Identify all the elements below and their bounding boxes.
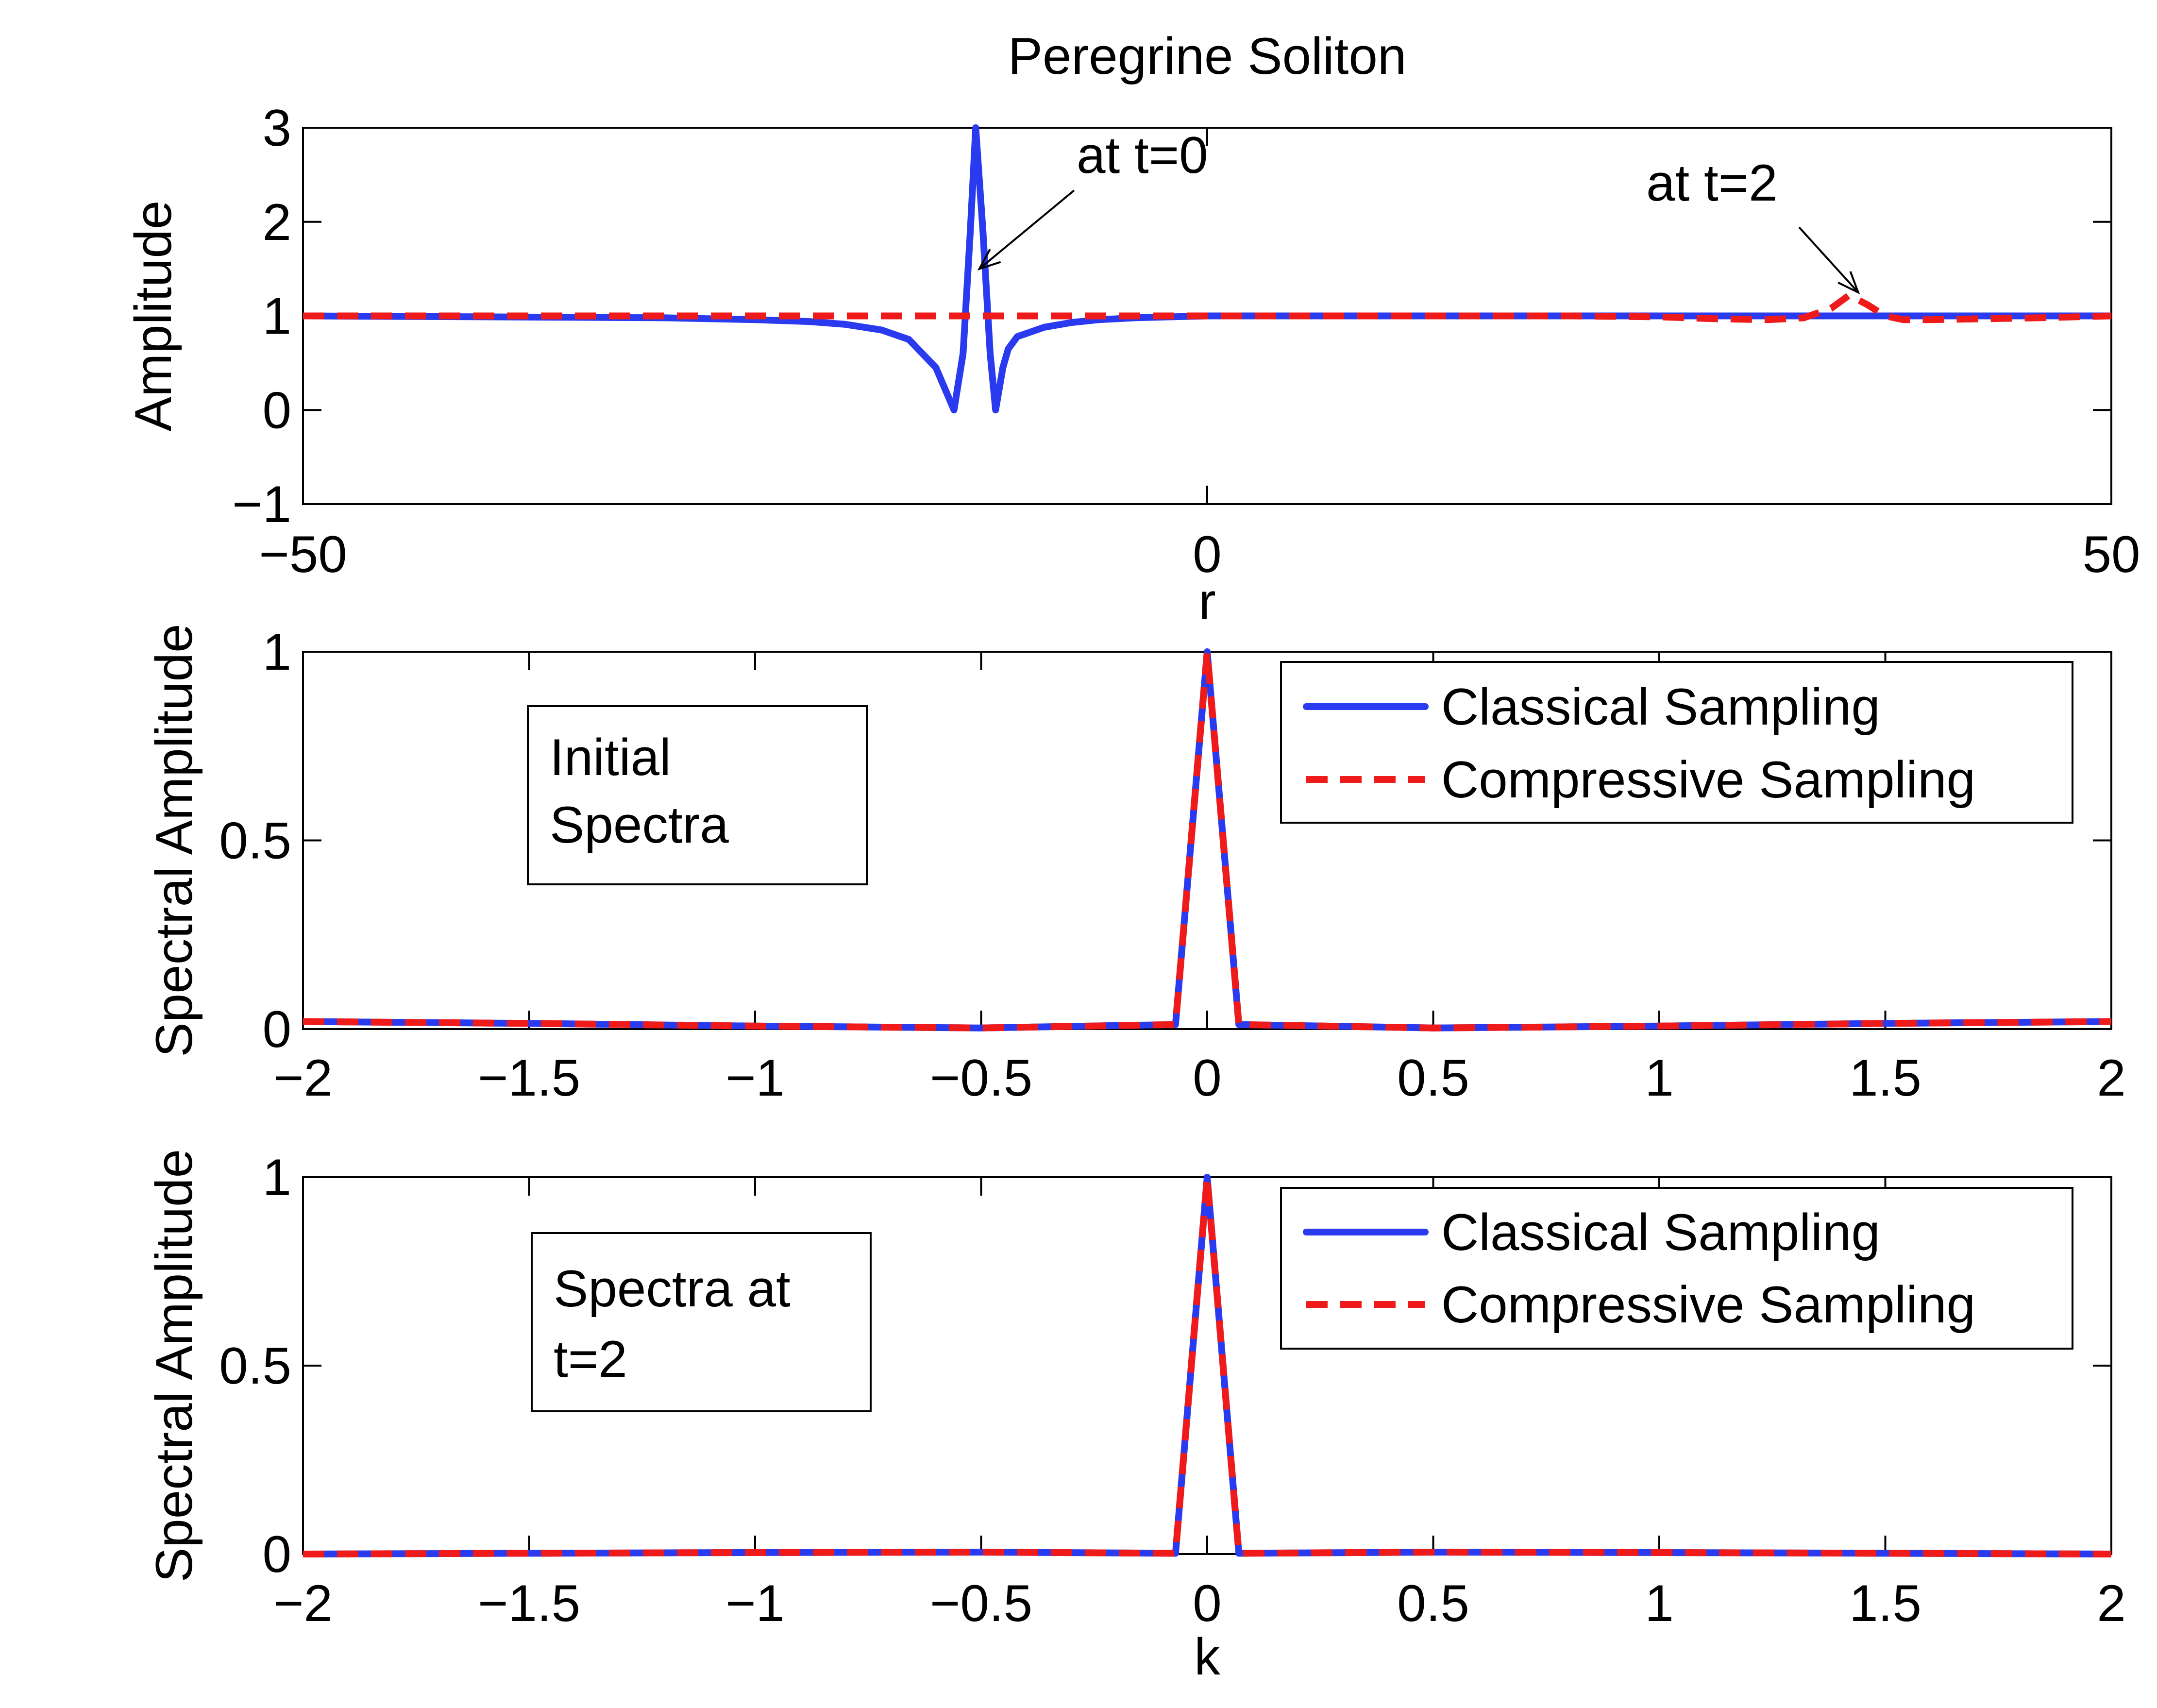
series-line-compressive: [303, 648, 2111, 1032]
x-tick-label: 2: [2097, 1048, 2126, 1107]
legend-label: Classical Sampling: [1441, 1203, 1880, 1261]
text-box: [531, 1232, 872, 1412]
x-tick-label: 1.5: [1849, 1574, 1921, 1632]
y-tick-label: 0.5: [219, 1336, 291, 1395]
x-tick-label: 1.5: [1849, 1048, 1921, 1107]
y-axis-label: Amplitude: [124, 201, 182, 432]
series-line-compressive: [303, 291, 2111, 323]
x-tick-label: −1.5: [478, 1048, 580, 1107]
x-tick-label: 0.5: [1397, 1574, 1469, 1632]
y-tick-label: 1: [262, 623, 291, 681]
y-tick-label: 2: [262, 193, 291, 251]
x-tick-label: −0.5: [930, 1574, 1032, 1632]
x-tick-label: 1: [1645, 1048, 1674, 1107]
arrow-head: [1837, 271, 1860, 295]
y-tick-label: 1: [262, 1148, 291, 1206]
x-tick-label: −1: [725, 1048, 785, 1107]
x-tick-label: 0: [1193, 1048, 1222, 1107]
text-box: [527, 705, 868, 885]
y-tick-label: 0: [262, 1525, 291, 1583]
x-tick-label: 50: [2082, 525, 2140, 583]
y-axis-label: Spectral Amplitude: [145, 1149, 203, 1582]
legend: Classical Sampling Compressive Sampling: [1280, 1187, 2073, 1350]
x-tick-label: 1: [1645, 1574, 1674, 1632]
x-tick-label: −50: [259, 525, 347, 583]
x-tick-label: 0: [1193, 1574, 1222, 1632]
x-tick-label: 0: [1193, 525, 1222, 583]
x-tick-label: 0.5: [1397, 1048, 1469, 1107]
legend-box: [1280, 1187, 2073, 1350]
subplot-3: −2 −1.5 −1 −0.5 0 0.5 1 1.5 2 0 0.5 1 Spectral Ampli…: [145, 1148, 2126, 1686]
x-axis-label: r: [1198, 572, 1216, 630]
subplot-2: −2 −1.5 −1 −0.5 0 0.5 1 1.5 2 0 0.5 1 Spectral Ampli…: [145, 623, 2126, 1107]
y-tick-label: 0: [262, 1000, 291, 1058]
x-tick-label: −2: [273, 1048, 333, 1107]
legend-label: Compressive Sampling: [1441, 750, 1975, 809]
legend: Classical Sampling Compressive Sampling: [1280, 661, 2073, 824]
subplot-1: −50 0 50 −1 0 1 2 3 Amplitude r at t=0 at t=2: [124, 99, 2140, 630]
series-line-compressive: [303, 1174, 2111, 1557]
figure-title: Peregrine Soliton: [1008, 27, 1407, 85]
legend-label: Compressive Sampling: [1441, 1275, 1975, 1334]
series-group: [303, 124, 2111, 414]
annotation-arrow: [1798, 226, 1859, 293]
text-box-line: Initial: [550, 728, 671, 786]
y-axis-label: Spectral Amplitude: [145, 624, 203, 1057]
text-box-line: Spectra at: [554, 1259, 791, 1318]
x-tick-label: −1: [725, 1574, 785, 1632]
text-box-line: t=2: [554, 1330, 627, 1388]
arrow-head: [977, 249, 1001, 271]
annotation-label: at t=0: [1077, 126, 1208, 184]
x-tick-label: −0.5: [930, 1048, 1032, 1107]
series-group: [303, 1174, 2111, 1557]
legend-box: [1280, 661, 2073, 824]
series-group: [303, 648, 2111, 1032]
y-tick-label: 1: [262, 287, 291, 345]
y-tick-label: 0: [262, 381, 291, 439]
x-tick-label: −2: [273, 1574, 333, 1632]
annotation-arrow: [978, 189, 1075, 270]
x-tick-label: 2: [2097, 1574, 2126, 1632]
x-tick-label: −1.5: [478, 1574, 580, 1632]
y-tick-label: 0.5: [219, 812, 291, 870]
y-tick-label: 3: [262, 99, 291, 157]
y-tick-label: −1: [232, 475, 291, 533]
x-axis-label: k: [1194, 1627, 1220, 1686]
annotation-label: at t=2: [1646, 153, 1778, 212]
legend-label: Classical Sampling: [1441, 677, 1880, 736]
text-box-line: Spectra: [550, 795, 729, 854]
